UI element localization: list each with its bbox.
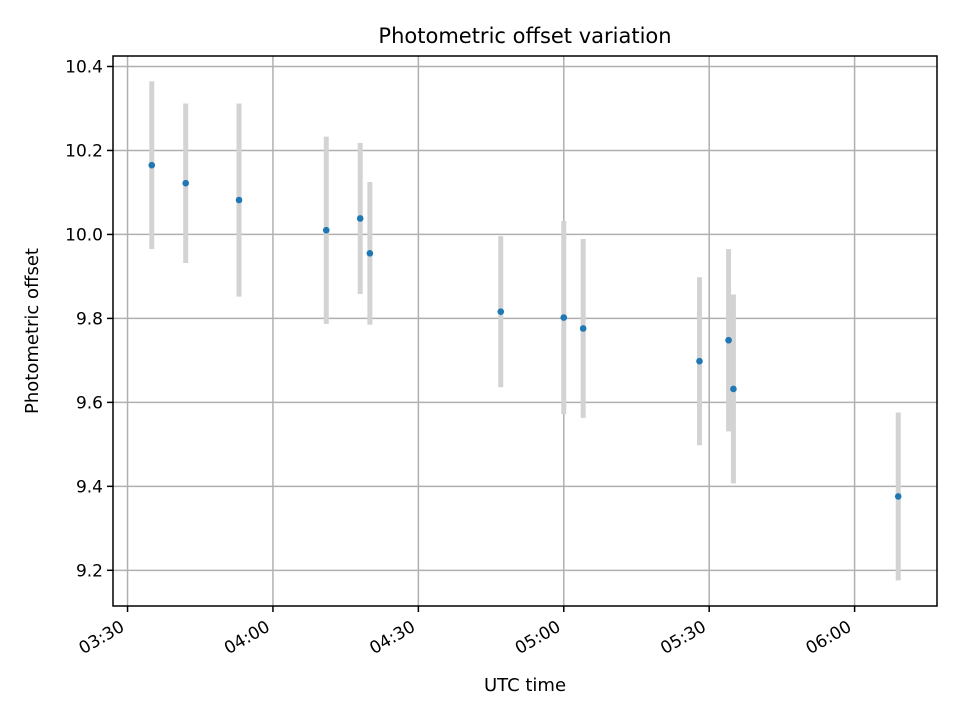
data-point [182,179,190,187]
x-axis-ticks: 03:30 04:00 04:30 05:00 05:30 06:00 [76,606,856,659]
data-point [366,250,374,257]
y-tick-label: 9.4 [76,477,103,497]
y-tick-label: 9.2 [76,561,103,581]
error-bars [149,81,901,581]
y-tick-label: 10.0 [65,225,103,245]
data-point [725,336,732,344]
x-tick-label: 04:00 [221,617,273,659]
data-point [579,325,587,332]
data-point [148,161,156,169]
chart-title: Photometric offset variation [378,24,671,48]
y-tick-label: 9.6 [76,393,103,413]
y-tick-label: 10.2 [65,141,103,161]
data-point [497,308,505,315]
data-point [356,215,364,222]
x-tick-label: 04:30 [366,617,418,659]
x-tick-label: 05:30 [657,617,709,659]
y-axis-label: Photometric offset [22,248,43,414]
y-tick-label: 9.8 [76,309,103,329]
x-tick-label: 05:00 [512,617,564,659]
data-point [696,357,703,365]
data-points [148,161,902,500]
data-point [235,196,243,204]
x-tick-label: 03:30 [76,617,128,659]
y-tick-label: 10.4 [65,57,103,77]
x-tick-label: 06:00 [803,617,855,659]
data-point [560,314,568,321]
grid [113,56,937,606]
y-axis-ticks: 9.2 9.4 9.6 9.8 10.0 10.2 10.4 [65,57,113,581]
plot-frame [112,55,938,607]
data-point [322,226,330,234]
data-point [730,385,737,393]
x-axis-label: UTC time [484,675,566,696]
data-point [894,493,902,500]
